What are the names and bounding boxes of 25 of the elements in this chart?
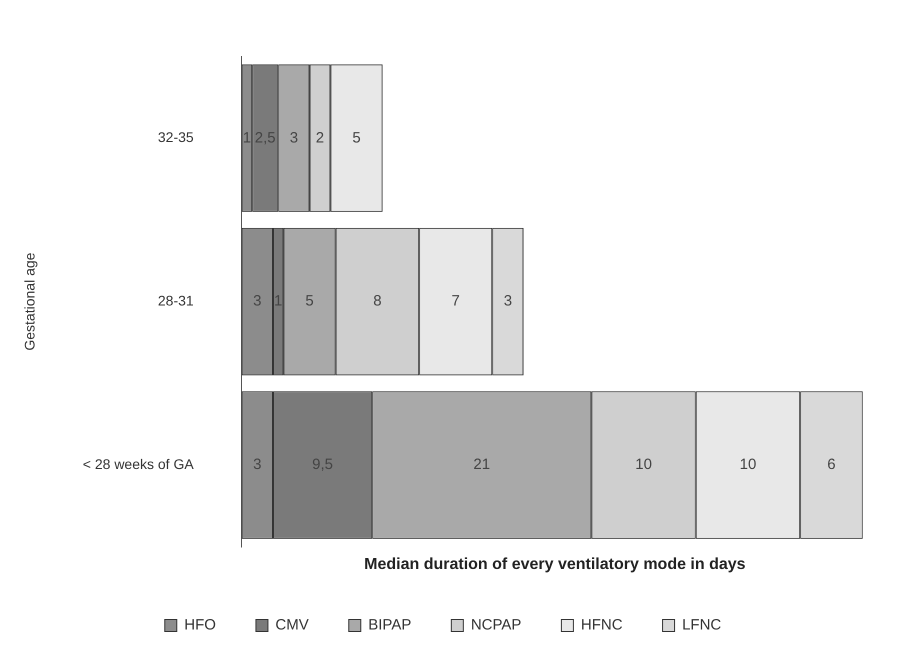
y-tick-label: 32-35 [158, 128, 194, 145]
data-label: 5 [352, 129, 361, 146]
data-label: 3 [253, 292, 262, 310]
data-label: 10 [740, 456, 756, 474]
legend-label: CMV [275, 616, 309, 634]
data-label: 5 [305, 292, 314, 310]
data-label: 6 [827, 456, 836, 474]
y-axis-title: Gestational age [21, 252, 38, 351]
data-label: 3 [290, 129, 298, 146]
legend-label: BIPAP [368, 616, 412, 634]
data-label: 2 [316, 129, 324, 146]
legend-label: LFNC [682, 616, 722, 634]
data-label: 7 [452, 292, 460, 310]
y-tick-label: 28-31 [158, 292, 194, 308]
data-label: 21 [473, 456, 490, 474]
legend-label: NCPAP [470, 616, 522, 634]
legend-label: HFNC [580, 616, 623, 634]
data-label: 1 [242, 129, 252, 146]
data-label: 10 [635, 456, 652, 474]
x-axis-title: Median duration of every ventilatory mode in days [364, 556, 746, 573]
data-label: 8 [373, 292, 382, 310]
legend-label: HFO [184, 616, 216, 634]
data-label: 3 [253, 456, 262, 474]
data-label: 3 [504, 292, 512, 310]
y-tick-label: < 28 weeks of GA [82, 456, 194, 472]
